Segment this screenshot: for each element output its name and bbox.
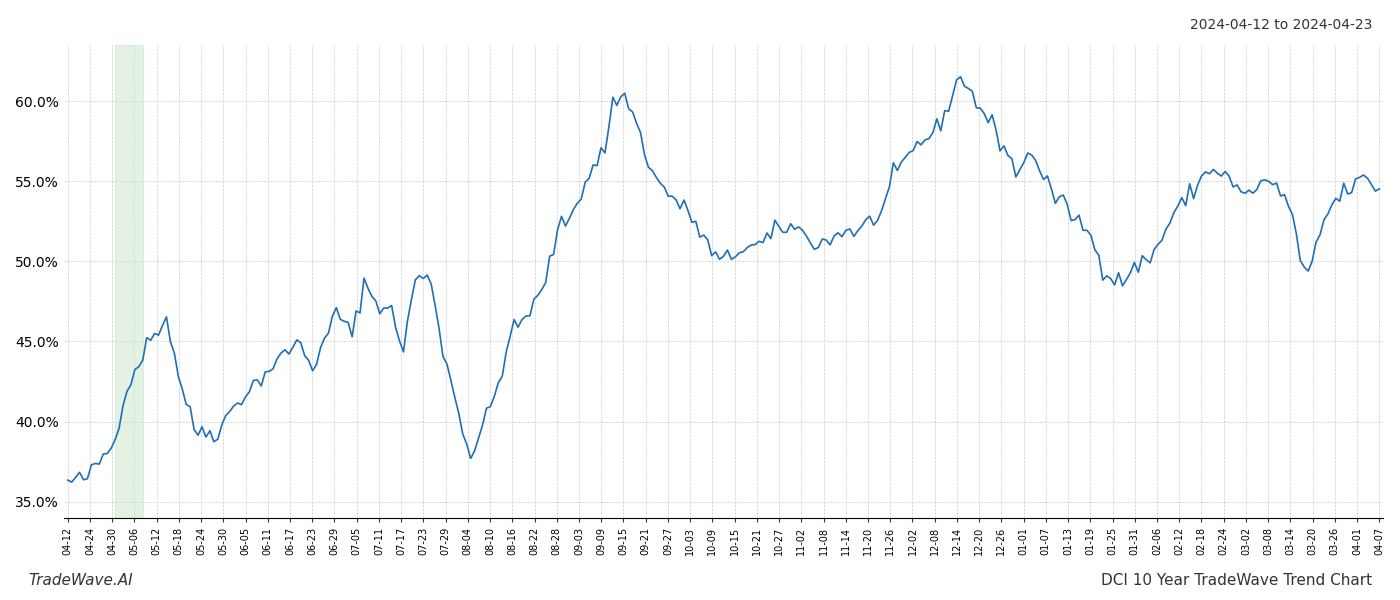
Bar (115, 45, 143, 518)
Text: TradeWave.AI: TradeWave.AI (28, 573, 133, 588)
Text: 2024-04-12 to 2024-04-23: 2024-04-12 to 2024-04-23 (1190, 18, 1372, 32)
Text: DCI 10 Year TradeWave Trend Chart: DCI 10 Year TradeWave Trend Chart (1100, 573, 1372, 588)
